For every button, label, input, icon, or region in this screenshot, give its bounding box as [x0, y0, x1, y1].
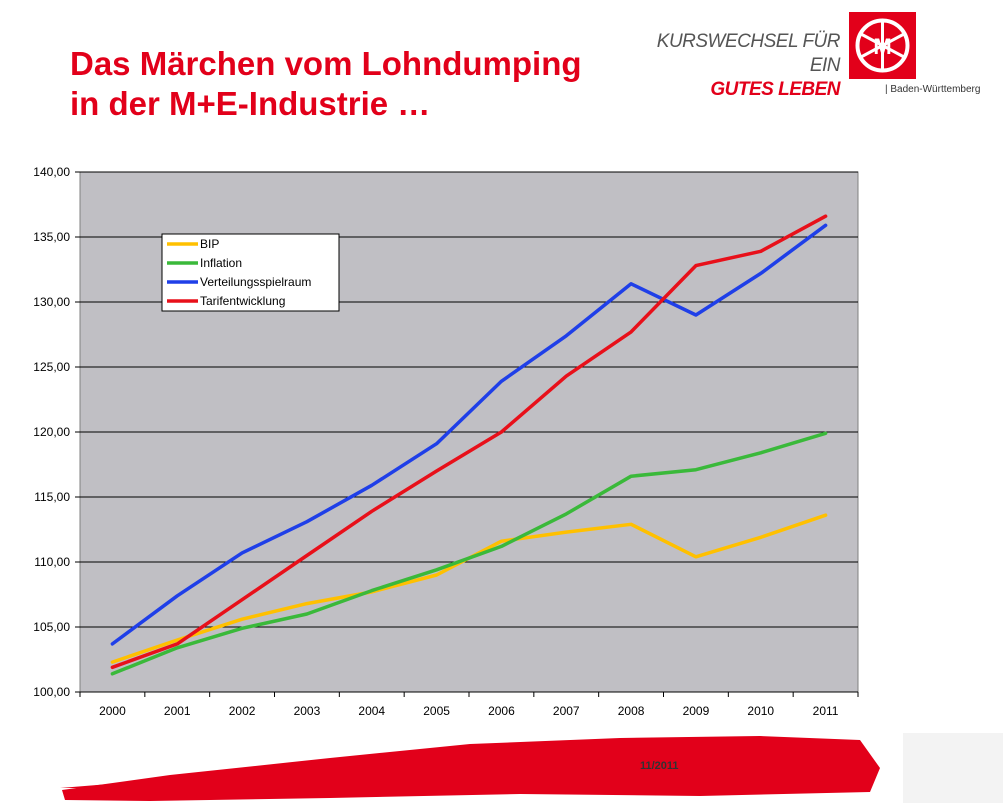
y-tick-label: 140,00 [33, 165, 70, 179]
title-line-2: in der M+E-Industrie … [70, 85, 431, 122]
x-tick-label: 2011 [813, 704, 839, 718]
legend-label: BIP [200, 237, 219, 251]
series-line-verteilungsspielraum [110, 223, 828, 646]
legend-label: Tarifentwicklung [200, 294, 285, 308]
y-tick-label: 125,00 [33, 360, 70, 374]
slogan-line-1: KURSWECHSEL FÜR EIN [656, 31, 841, 76]
x-tick-label: 2000 [99, 704, 126, 718]
x-tick-label: 2003 [294, 704, 321, 718]
footer-brush-band [60, 736, 880, 801]
x-tick-label: 2002 [229, 704, 256, 718]
y-tick-label: 120,00 [33, 425, 70, 439]
line-chart: 100,00 105,00 110,00 115,00 120,00 125,00 130,… [33, 165, 859, 718]
slogan: KURSWECHSEL FÜR EIN GUTES LEBEN [628, 30, 841, 102]
x-tick-label: 2004 [358, 704, 385, 718]
title-line-1: Das Märchen vom Lohndumping [70, 45, 582, 82]
x-tick-label: 2010 [747, 704, 774, 718]
legend-label: Verteilungsspielraum [200, 275, 311, 289]
legend-label: Inflation [200, 256, 242, 270]
slogan-line-2: GUTES LEBEN [710, 79, 840, 100]
y-tick-label: 115,00 [34, 490, 70, 504]
y-tick-label: 105,00 [33, 620, 70, 634]
ig-metall-logo-icon: M [849, 12, 916, 79]
legend [161, 233, 340, 312]
page-title: Das Märchen vom Lohndumping in der M+E-I… [70, 44, 582, 124]
x-tick-label: 2005 [423, 704, 450, 718]
x-tick-label: 2009 [683, 704, 710, 718]
corner-patch [903, 733, 1003, 803]
series-line-tarifentwicklung [110, 214, 828, 670]
x-tick-label: 2007 [553, 704, 580, 718]
x-tick-label: 2001 [164, 704, 191, 718]
x-tick-label: 2008 [618, 704, 645, 718]
y-tick-label: 110,00 [34, 555, 70, 569]
x-tick-label: 2006 [488, 704, 515, 718]
series-line-inflation [110, 431, 828, 676]
region-label: | Baden-Württemberg [885, 84, 981, 95]
footer-date: 11/2011 [640, 760, 679, 772]
y-tick-label: 130,00 [33, 295, 70, 309]
y-tick-label: 135,00 [33, 230, 70, 244]
y-tick-label: 100,00 [33, 685, 70, 699]
svg-text:M: M [873, 34, 891, 59]
